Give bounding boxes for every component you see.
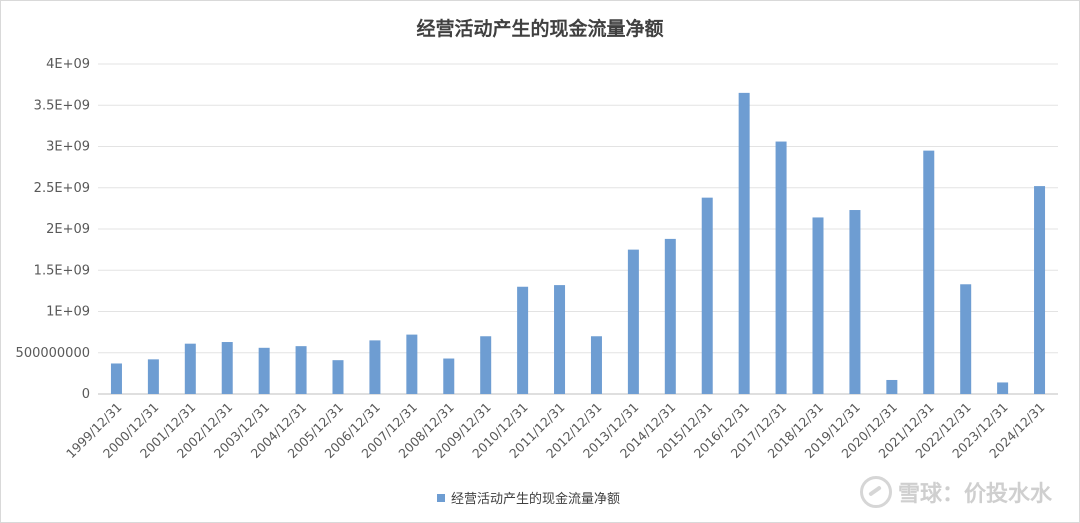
y-tick-label: 3.5E+09 bbox=[34, 98, 90, 113]
bar bbox=[258, 347, 270, 394]
chart-title: 经营活动产生的现金流量净额 bbox=[416, 18, 664, 40]
bar bbox=[960, 284, 972, 394]
bar bbox=[775, 141, 787, 394]
bar bbox=[627, 249, 639, 394]
bar bbox=[221, 342, 233, 394]
bar bbox=[738, 92, 750, 394]
watermark-text: 雪球：价投水水 bbox=[897, 482, 1052, 507]
bar bbox=[1034, 186, 1046, 394]
bar bbox=[923, 150, 935, 394]
legend: 经营活动产生的现金流量净额 bbox=[437, 488, 620, 507]
y-tick-label: 0 bbox=[82, 387, 90, 402]
y-tick-label: 3E+09 bbox=[46, 140, 90, 155]
bar bbox=[849, 210, 861, 394]
bar bbox=[701, 197, 713, 394]
bar bbox=[406, 334, 418, 394]
y-tick-label: 500000000 bbox=[16, 346, 90, 361]
bar bbox=[295, 346, 307, 394]
bar bbox=[812, 217, 824, 394]
bar bbox=[147, 359, 159, 394]
y-tick-label: 2E+09 bbox=[46, 222, 90, 237]
y-tick-label: 1.5E+09 bbox=[34, 263, 90, 278]
y-tick-label: 2.5E+09 bbox=[34, 181, 90, 196]
legend-swatch bbox=[437, 493, 445, 502]
bar bbox=[517, 286, 529, 394]
bar bbox=[997, 382, 1009, 394]
bar bbox=[184, 343, 196, 394]
bar bbox=[554, 285, 566, 394]
y-tick-label: 4E+09 bbox=[46, 57, 90, 72]
watermark: 雪球：价投水水 bbox=[859, 476, 1052, 508]
bar bbox=[480, 336, 492, 394]
snowball-logo-icon bbox=[859, 476, 892, 508]
bar bbox=[886, 379, 898, 394]
bar bbox=[664, 238, 676, 394]
bar bbox=[110, 363, 122, 394]
y-tick-label: 1E+09 bbox=[46, 305, 90, 320]
bar bbox=[443, 358, 455, 394]
legend-label: 经营活动产生的现金流量净额 bbox=[451, 492, 621, 507]
bar bbox=[332, 360, 344, 394]
bar bbox=[369, 340, 381, 394]
bar bbox=[590, 336, 602, 394]
